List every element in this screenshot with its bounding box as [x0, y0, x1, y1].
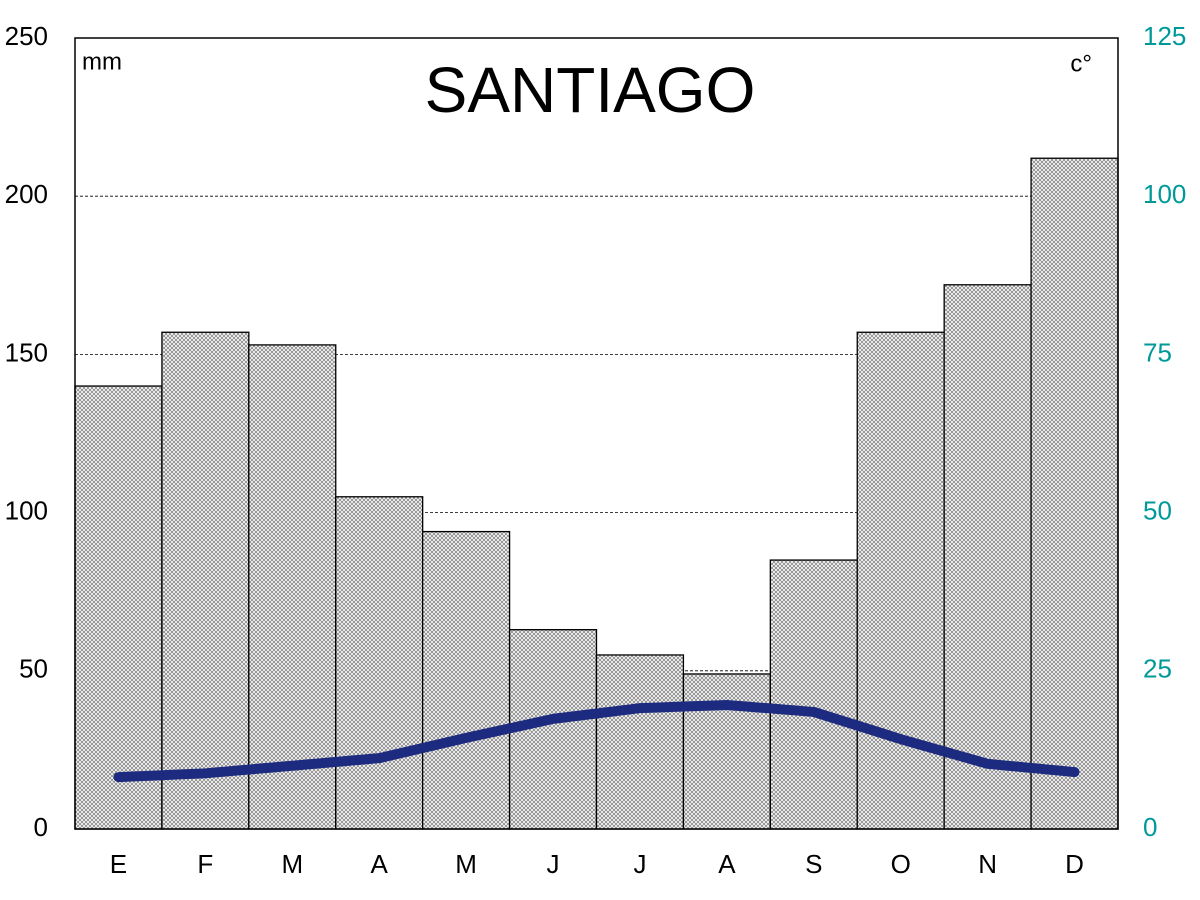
bar — [248, 344, 337, 830]
bar — [856, 331, 945, 830]
bar — [682, 673, 771, 830]
bar — [335, 496, 424, 830]
x-tick-label: A — [371, 849, 389, 879]
bar — [1030, 157, 1119, 830]
x-tick-label: J — [547, 849, 560, 879]
y2-tick-label: 0 — [1143, 812, 1157, 842]
bar — [943, 284, 1032, 830]
y2-tick-label: 100 — [1143, 179, 1186, 209]
y-tick-label: 100 — [5, 495, 48, 525]
y2-tick-label: 75 — [1143, 337, 1172, 367]
x-tick-label: N — [978, 849, 997, 879]
x-tick-label: O — [891, 849, 911, 879]
labels: 0 50 100 150 200 250 0 25 50 75 100 125 E F M A M J J A S O N D — [5, 21, 1187, 879]
x-tick-label: F — [197, 849, 213, 879]
x-tick-label: A — [718, 849, 736, 879]
plot-frame — [74, 37, 1119, 830]
y-tick-label: 0 — [34, 812, 48, 842]
y2-tick-label: 50 — [1143, 495, 1172, 525]
chart-title: SANTIAGO — [425, 54, 756, 126]
y-tick-label: 50 — [19, 654, 48, 684]
x-tick-label: M — [281, 849, 303, 879]
bar — [422, 530, 511, 830]
x-tick-label: S — [805, 849, 822, 879]
x-tick-label: D — [1065, 849, 1084, 879]
bar — [74, 385, 163, 830]
y-axis-label: mm — [82, 48, 122, 75]
x-tick-label: J — [633, 849, 646, 879]
x-tick-label: E — [110, 849, 127, 879]
y2-tick-label: 125 — [1143, 21, 1186, 51]
bar — [161, 331, 250, 830]
bar — [595, 654, 685, 830]
x-tick-label: M — [455, 849, 477, 879]
y-tick-label: 200 — [5, 179, 48, 209]
temperature-line — [113, 699, 1080, 783]
y-tick-label: 250 — [5, 21, 48, 51]
y2-tick-label: 25 — [1143, 654, 1172, 684]
y2-axis-label: c° — [1070, 50, 1092, 77]
lines — [113, 699, 1080, 783]
bar — [769, 559, 858, 830]
y-tick-label: 150 — [5, 337, 48, 367]
bars — [74, 157, 1119, 830]
